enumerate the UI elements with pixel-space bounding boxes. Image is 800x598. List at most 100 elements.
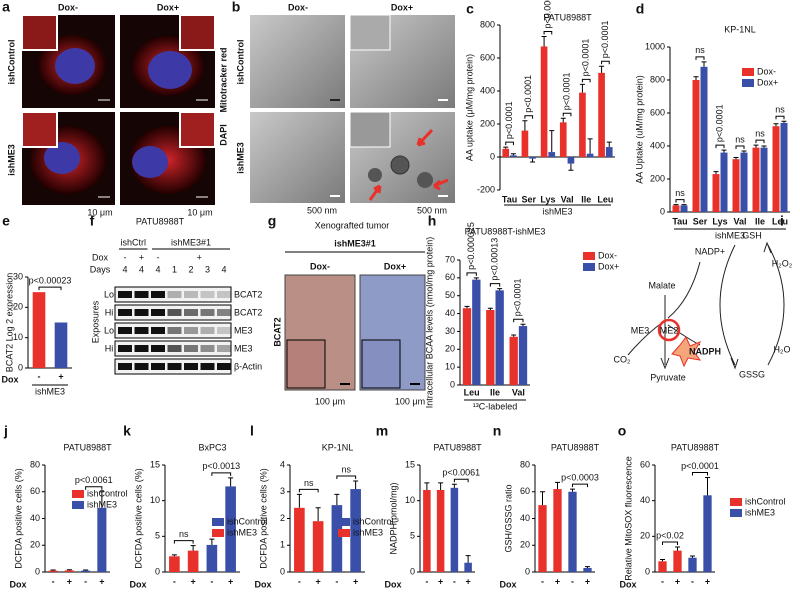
x-tick-label: - <box>541 576 544 586</box>
error-bar <box>773 123 779 127</box>
blot-band <box>134 327 149 334</box>
bar <box>760 147 768 212</box>
bar <box>529 157 536 159</box>
x-tick-label: Leu <box>464 387 480 397</box>
legend-label: Dox- <box>598 250 617 260</box>
bar <box>692 80 700 212</box>
blot-band <box>151 363 165 370</box>
y-tick-label: 5 <box>155 531 160 541</box>
x-tick-label: - <box>38 371 41 381</box>
significance-bracket <box>775 115 785 120</box>
error-bar <box>693 76 699 80</box>
y-tick-label: 0 <box>645 566 650 576</box>
column-label: Dox+ <box>384 261 406 271</box>
error-bar <box>705 476 710 496</box>
exposures-label: Exposures <box>90 300 100 343</box>
error-bar <box>579 83 585 93</box>
y-tick-label: 3 <box>280 486 285 496</box>
significance-bracket <box>601 60 610 65</box>
x-tick-label: - <box>335 576 338 586</box>
p-value: p<0.00013 <box>489 238 499 281</box>
y-tick-label: 5 <box>410 531 415 541</box>
bar <box>54 322 68 368</box>
chart-title: PATU8988T <box>433 442 482 452</box>
column-label: Dox+ <box>157 2 179 12</box>
error-bar <box>520 323 526 327</box>
x-tick-label: + <box>228 576 233 586</box>
y-axis-label: DCFDA positive cells (%) <box>13 468 23 569</box>
error-bar <box>673 204 679 206</box>
panel-letter: n <box>493 423 502 439</box>
p-value: p<0.0001 <box>600 20 610 58</box>
bar <box>462 308 472 385</box>
error-bar <box>701 61 707 67</box>
y-tick-label: 20 <box>520 540 530 550</box>
legend-swatch <box>730 509 742 517</box>
bar <box>720 152 728 212</box>
bar <box>680 205 688 212</box>
error-bar <box>353 480 359 490</box>
bar <box>559 122 567 157</box>
p-value: p<0.000025 <box>466 222 476 270</box>
row-label: ishME3 <box>235 142 245 174</box>
legend-label: Dox+ <box>757 77 778 87</box>
bar <box>331 505 343 572</box>
x-axis-label: ishME3 <box>35 386 65 396</box>
x-tick-label: + <box>438 576 443 586</box>
x-tick-label: + <box>465 576 470 586</box>
scale-label: 10 μm <box>187 207 212 217</box>
error-bar <box>510 153 516 156</box>
error-bar <box>424 482 430 490</box>
p-value: p<0.0001 <box>581 39 591 77</box>
diagram-label: ME2 <box>660 325 679 335</box>
error-bar <box>209 538 215 545</box>
y-tick-label: 10 <box>13 332 23 342</box>
x-tick-label: Val <box>561 194 574 204</box>
y-tick-label: 15 <box>405 459 415 469</box>
blot-frame <box>114 286 232 303</box>
column-label: Dox- <box>58 2 78 12</box>
error-bar <box>570 488 575 492</box>
bar <box>700 66 708 212</box>
y-axis-label: NADPH(pmol/mg) <box>388 482 398 554</box>
legend-swatch <box>730 498 742 506</box>
row-label: ishControl <box>6 40 16 85</box>
panel-letter: h <box>428 213 437 229</box>
legend-label: Dox- <box>757 66 776 76</box>
y-axis-label: BCAT2 Log 2 expression <box>4 273 14 372</box>
bar <box>672 205 680 212</box>
histology-images <box>284 274 426 391</box>
bar <box>780 122 788 212</box>
legend-swatch <box>742 68 754 76</box>
legend-swatch <box>742 79 754 87</box>
scale-label: 100 μm <box>395 396 425 406</box>
x-tick-label: - <box>210 576 213 586</box>
x-tick-label: + <box>99 576 104 586</box>
x-tick-label: Ser <box>693 216 708 226</box>
legend-label: ishControl <box>87 488 128 498</box>
blot-band <box>217 363 231 370</box>
blot-band <box>167 363 182 370</box>
blot-band <box>184 309 198 316</box>
significance-bracket <box>298 488 319 493</box>
bar <box>598 72 605 157</box>
significance-bracket <box>336 475 357 480</box>
y-tick-label: 30 <box>445 326 455 336</box>
blot-band <box>200 345 215 352</box>
bar <box>553 489 562 572</box>
y-tick-label: 800 <box>480 19 495 29</box>
category-row-label: Dox <box>499 579 516 589</box>
bar <box>502 148 510 157</box>
blot-band <box>184 327 198 334</box>
chart-title: KP-1NL <box>322 442 354 452</box>
bar <box>740 152 748 212</box>
fluorescence-images <box>21 14 216 205</box>
stain-label: BCAT2 <box>272 317 282 346</box>
p-value: p<0.0061 <box>442 468 480 478</box>
day-label: 4 <box>155 264 160 274</box>
y-tick-label: 60 <box>445 272 455 282</box>
y-axis-label: DCFDA positive cells (%) <box>258 468 268 569</box>
significance-bracket <box>489 283 501 287</box>
error-bar <box>334 493 340 506</box>
